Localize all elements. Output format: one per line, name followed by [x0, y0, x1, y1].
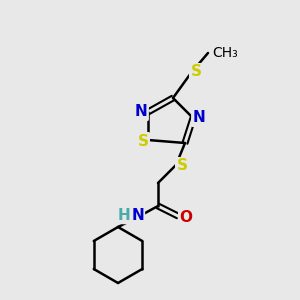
Text: CH₃: CH₃	[212, 46, 238, 60]
Text: S: S	[176, 158, 188, 173]
Text: S: S	[137, 134, 148, 148]
Text: N: N	[193, 110, 206, 125]
Text: O: O	[179, 209, 193, 224]
Text: N: N	[132, 208, 144, 224]
Text: N: N	[135, 104, 147, 119]
Text: S: S	[190, 64, 202, 80]
Text: H: H	[118, 208, 130, 224]
